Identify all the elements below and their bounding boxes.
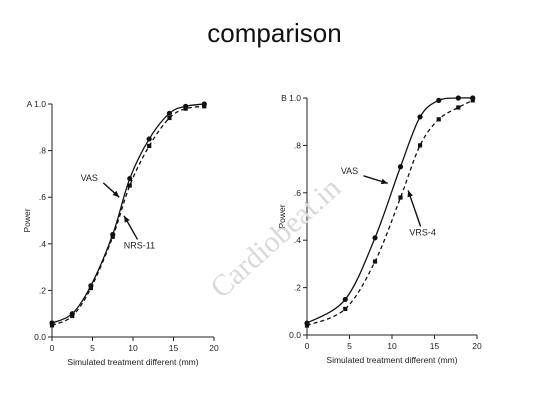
panel-a-x-tick-label: 0 — [50, 343, 55, 353]
panel-b-series-vrs-4-point — [456, 105, 461, 110]
panel-a-y-tick-label: .2 — [39, 285, 46, 295]
panel-b-annotation-vas-arrowhead — [380, 178, 388, 185]
panel-a-annotation-vas-label: VAS — [81, 173, 98, 183]
panel-a-series-nrs-11-point — [70, 313, 75, 319]
panel-a-y-tick-label: .4 — [39, 239, 46, 249]
panel-a-annotation-vas-arrowhead — [112, 190, 120, 198]
panel-a-series-vas-point — [127, 175, 133, 182]
panel-a-y-tick-label: .8 — [39, 146, 46, 156]
panel-a-annotation-nrs-11-arrowhead — [124, 215, 130, 223]
panel-a-series-nrs-11-point — [202, 104, 207, 109]
panel-a-y-axis-label: Power — [22, 208, 32, 232]
panel-b-series-vrs-4-point — [343, 306, 348, 312]
panel-b-series-vrs-4-line — [306, 99, 474, 327]
panel-b-series-vas-point — [372, 235, 378, 241]
panel-b-series-vas-point — [417, 114, 423, 120]
panel-b-x-tick-label: 5 — [347, 341, 352, 351]
panel-b-y-axis-label: Power — [277, 204, 287, 228]
panel-b-series-vrs-4-point — [436, 117, 441, 122]
panel-b-series-vrs-4-point — [470, 98, 475, 103]
panel-b-annotation-vas-label: VAS — [341, 166, 358, 176]
panel-b-x-axis-label: Simulated treatment different (mm) — [326, 355, 457, 365]
panel-a-series-vas-line — [51, 103, 205, 324]
panel-a-series-vas-point — [146, 136, 152, 142]
panel-a-x-tick-label: 20 — [209, 343, 219, 353]
panel-b-series-vas-point — [455, 95, 461, 101]
panel-a-y-tick-label: A 1.0 — [27, 99, 47, 109]
panel-a-series-nrs-11-point — [88, 285, 93, 291]
panel-b-x-tick-label: 0 — [305, 341, 310, 351]
panel-b-series-vas-line — [306, 97, 473, 324]
panel-a-series-nrs-11-point — [110, 234, 115, 239]
watermark-text: Cardiobeat.in — [204, 171, 347, 304]
panel-a-series-nrs-11-point — [147, 143, 152, 149]
panel-b-series-vrs-4-point — [417, 143, 423, 148]
panel-b-series-vas-point — [342, 296, 348, 303]
panel-b-y-tick-label: 0.0 — [289, 330, 301, 340]
panel-a-y-tick-label: .6 — [39, 192, 46, 202]
panel-b-series-vrs-4-point — [398, 195, 403, 200]
panel-b-x-tick-label: 20 — [472, 341, 482, 351]
panel-b-y-tick-label: .6 — [294, 188, 301, 198]
panel-a-annotation-nrs-11-label: NRS-11 — [124, 240, 155, 250]
panel-a-x-tick-label: 5 — [90, 343, 95, 353]
panel-a-x-axis-label: Simulated treatment different (mm) — [67, 357, 198, 367]
panel-a-series-nrs-11-point — [49, 323, 55, 328]
panel-a-y-tick-label: 0.0 — [34, 332, 46, 342]
panel-a-series-nrs-11-point — [127, 183, 132, 188]
panel-b-series-vrs-4-point — [304, 323, 310, 328]
panel-b-x-tick-label: 15 — [430, 341, 440, 351]
panel-b-y-tick-label: .8 — [294, 140, 301, 150]
panel-a-x-tick-label: 15 — [169, 343, 179, 353]
panel-a-series-nrs-11-point — [167, 115, 172, 121]
page-title: comparison — [207, 18, 342, 48]
panel-a-x-tick-label: 10 — [128, 343, 138, 353]
panel-b-annotation-vrs-4-arrowhead — [407, 190, 413, 198]
panel-b-y-tick-label: .4 — [294, 235, 301, 245]
panel-b-series-vas-point — [436, 97, 442, 103]
panel-a-series-vas-point — [166, 110, 173, 116]
panel-b-y-tick-label: .2 — [294, 283, 301, 293]
panel-a-series-nrs-11-line — [51, 105, 205, 326]
panel-a-series-nrs-11-point — [183, 106, 188, 111]
panel-b-annotation-vrs-4-label: VRS-4 — [409, 227, 436, 237]
panel-b-y-tick-label: B 1.0 — [281, 93, 301, 103]
panel-b-series-vas-point — [397, 164, 404, 170]
panel-b-x-tick-label: 10 — [387, 341, 397, 351]
panel-b-series-vrs-4-point — [372, 259, 378, 264]
